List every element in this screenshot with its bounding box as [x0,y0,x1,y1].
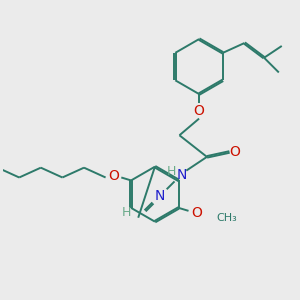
Text: O: O [191,206,202,220]
Text: O: O [229,145,240,159]
Text: N: N [154,189,165,203]
Text: CH₃: CH₃ [216,213,237,223]
Text: O: O [108,169,119,182]
Text: N: N [176,167,187,182]
Text: H: H [122,206,131,219]
Text: H: H [167,165,176,178]
Text: O: O [194,104,205,118]
